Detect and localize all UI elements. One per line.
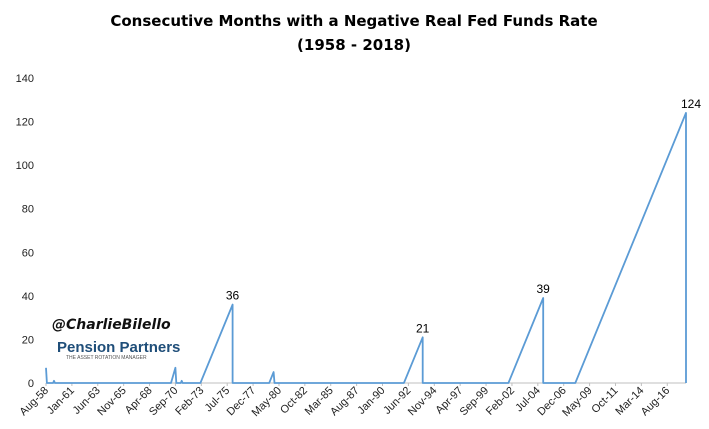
data-label: 39 (537, 282, 551, 296)
data-label: 124 (681, 97, 701, 111)
x-tick-label: Feb-02 (484, 385, 517, 418)
data-label: 36 (226, 289, 240, 303)
y-tick-label: 0 (28, 378, 34, 390)
y-tick-label: 100 (16, 160, 34, 172)
y-tick-label: 20 (22, 334, 34, 346)
data-labels: 36 21 39 124 (226, 97, 701, 335)
x-tick-label: Aug-16 (639, 385, 673, 419)
x-tick-label: Nov-94 (406, 385, 440, 419)
data-label: 21 (416, 321, 430, 335)
chart-subtitle: (1958 - 2018) (297, 36, 411, 54)
x-tick-label: Aug-58 (18, 385, 52, 419)
watermark: @CharlieBilello Pension Partners THE ASS… (52, 317, 180, 361)
y-tick-label: 120 (16, 117, 34, 129)
x-tick-label: Feb-73 (173, 385, 206, 418)
watermark-brand: Pension Partners (57, 339, 180, 356)
y-tick-label: 140 (16, 73, 34, 85)
x-tick-label: Sep-70 (147, 385, 181, 419)
y-tick-label: 80 (22, 204, 34, 216)
y-tick-label: 60 (22, 247, 34, 259)
y-axis-ticks: 0 20 40 60 80 100 120 140 (16, 73, 34, 390)
x-axis-ticks: Aug-58Jan-61Jun-63Nov-65Apr-68Sep-70Feb-… (18, 383, 673, 419)
x-tick-label: Jan-90 (355, 385, 387, 417)
watermark-tagline: THE ASSET ROTATION MANAGER (66, 355, 147, 361)
x-tick-label: Jan-61 (45, 385, 77, 417)
y-tick-label: 40 (22, 291, 34, 303)
x-tick-label: Aug-87 (328, 385, 362, 419)
series-line (45, 112, 687, 384)
x-tick-label: Sep-99 (458, 385, 492, 419)
watermark-handle: @CharlieBilello (52, 317, 171, 333)
chart-title: Consecutive Months with a Negative Real … (110, 12, 597, 30)
x-tick-label: Nov-65 (95, 385, 129, 419)
